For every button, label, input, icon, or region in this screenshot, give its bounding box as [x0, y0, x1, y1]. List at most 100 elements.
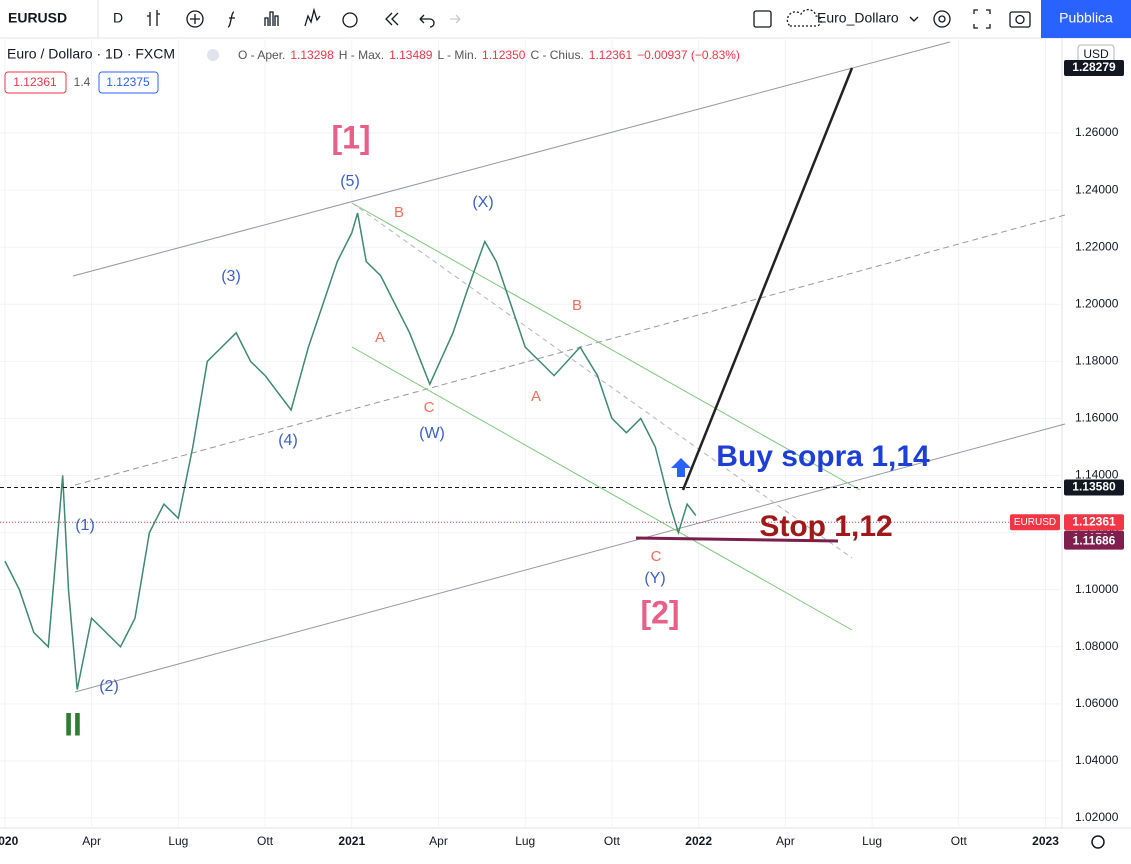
publish-label[interactable]: Pubblica: [1059, 10, 1113, 26]
y-tick-label: 1.24000: [1075, 182, 1119, 196]
channel-bottom: [74, 423, 1066, 693]
undo[interactable]: [419, 14, 435, 28]
legend-open: 1.13298: [290, 48, 334, 62]
buy-arrow: [671, 458, 691, 477]
legend-close: 1.12361: [589, 48, 633, 62]
alert[interactable]: [342, 12, 358, 28]
indicator-add[interactable]: [186, 10, 204, 28]
wave-label: (X): [472, 194, 493, 211]
settings[interactable]: [933, 10, 951, 28]
wave-label: [1]: [331, 119, 370, 155]
wave-label: (2): [99, 678, 119, 695]
bid-box[interactable]: [4, 71, 67, 94]
y-tick-label: 1.06000: [1075, 696, 1119, 710]
price-label-box: [1064, 533, 1124, 550]
wave-label: (1): [75, 517, 95, 534]
y-tick-label: 1.08000: [1075, 639, 1119, 653]
bars-icon[interactable]: [147, 10, 160, 26]
x-tick-label: Apr: [429, 834, 448, 848]
layout-name[interactable]: Euro_Dollaro: [817, 10, 899, 26]
spread: 1.4: [74, 75, 91, 89]
wave-label: B: [572, 297, 582, 314]
x-tick-label: 2021: [338, 834, 365, 848]
wave-label: C: [424, 399, 435, 416]
price-label: 1.28279: [1072, 60, 1116, 74]
x-tick-label: Apr: [82, 834, 101, 848]
bid: 1.12361: [13, 75, 57, 89]
publish-button[interactable]: [1041, 0, 1131, 38]
grid: [0, 38, 1062, 828]
x-tick-label: Ott: [257, 834, 274, 848]
templates[interactable]: [264, 11, 279, 26]
axis-settings[interactable]: [1091, 835, 1105, 849]
legend-low: 1.12350: [482, 48, 526, 62]
legend-low-label: L - Min.: [437, 48, 477, 62]
channel-mid: [74, 214, 1066, 486]
wave-label: (W): [419, 425, 445, 442]
x-tick-label: Ott: [604, 834, 621, 848]
fx-icon[interactable]: [227, 11, 235, 28]
y-tick-label: 1.22000: [1075, 239, 1119, 253]
x-tick-label: 2022: [685, 834, 712, 848]
green-channel-bottom: [351, 346, 853, 631]
legend-high: 1.13489: [389, 48, 433, 62]
y-tick-label: 1.02000: [1075, 810, 1119, 824]
layout-menu[interactable]: [909, 16, 919, 22]
stop-line: [635, 536, 839, 543]
wave-label: (5): [340, 173, 360, 190]
green-channel-mid: [351, 202, 853, 559]
redo[interactable]: [450, 14, 461, 24]
toolbar: [0, 0, 1131, 38]
wave-label: (Y): [644, 570, 665, 587]
x-tick-label: Lug: [862, 834, 882, 848]
compare[interactable]: [304, 7, 321, 27]
price-label: 1.13580: [1072, 480, 1116, 494]
wave-label: C: [651, 548, 662, 565]
price-label-box: [1064, 479, 1124, 496]
y-tick-label: 1.18000: [1075, 354, 1119, 368]
legend-high-label: H - Max.: [339, 48, 384, 62]
x-tick-label: 2020: [0, 834, 19, 848]
x-tick-label: Ott: [951, 834, 968, 848]
legend-toggle[interactable]: [207, 49, 219, 61]
y-tick-label: 1.10000: [1075, 582, 1119, 596]
projection: [681, 67, 854, 491]
x-tick-label: Apr: [776, 834, 795, 848]
price-label-box: [1064, 59, 1124, 76]
symbol-tag-box: [1010, 514, 1060, 531]
symbol[interactable]: EURUSD: [8, 10, 67, 26]
price-line: [4, 212, 697, 690]
fullscreen[interactable]: [973, 9, 991, 29]
interval[interactable]: D: [113, 10, 123, 26]
ohlc: O - Aper. 1.13298 H - Max. 1.13489 L - Min. 1…: [238, 48, 740, 62]
replay[interactable]: [385, 12, 399, 26]
x-tick-label: Lug: [168, 834, 188, 848]
ask-box[interactable]: [98, 71, 159, 94]
y-tick-label: 1.20000: [1075, 296, 1119, 310]
green-channel-top: [351, 202, 861, 491]
toolbar-icons: [147, 7, 1031, 29]
channel-top: [72, 41, 951, 277]
wave-label: Stop 1,12: [759, 510, 892, 543]
cloud: [786, 8, 822, 27]
wave-label: [2]: [640, 594, 679, 630]
wave-label: A: [375, 329, 385, 346]
legend-open-label: O - Aper.: [238, 48, 285, 62]
wave-label: A: [531, 388, 541, 405]
price-label: 1.12361: [1072, 514, 1116, 528]
symbol-tag: EURUSD: [1014, 517, 1056, 528]
wave-label: (4): [278, 432, 298, 449]
y-tick-label: 1.14000: [1075, 468, 1119, 482]
drawings: [72, 41, 1066, 693]
x-tick-label: 2023: [1032, 834, 1059, 848]
legend-close-label: C - Chius.: [530, 48, 583, 62]
snapshot[interactable]: [1009, 11, 1031, 28]
layout-toggle[interactable]: [753, 10, 772, 28]
currency[interactable]: USD: [1083, 47, 1109, 61]
y-tick-label: 1.26000: [1075, 125, 1119, 139]
y-tick-label: 1.04000: [1075, 753, 1119, 767]
legend-title: Euro / Dollaro · 1D · FXCM: [7, 46, 175, 62]
ask: 1.12375: [106, 75, 150, 89]
